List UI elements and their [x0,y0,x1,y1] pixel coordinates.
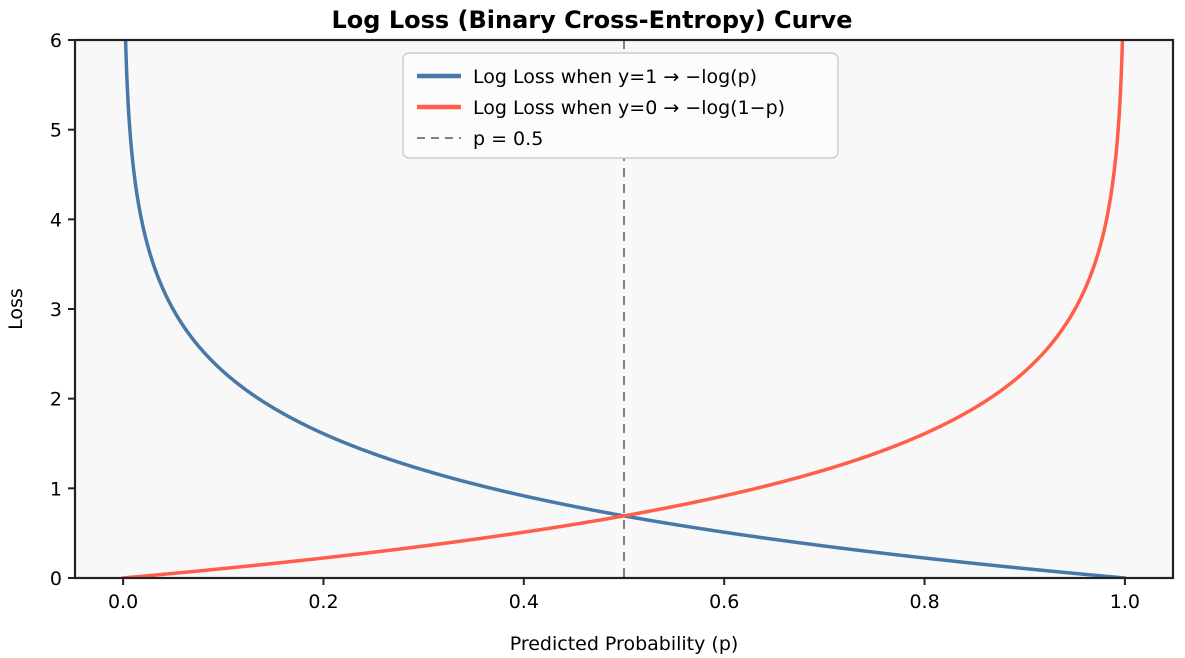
x-tick-label: 1.0 [1110,591,1140,613]
x-tick-label: 0.2 [308,591,338,613]
x-tick-label: 0.6 [709,591,739,613]
y-tick-label: 0 [50,568,62,590]
data-series [121,40,1127,578]
y-tick-label: 5 [50,120,62,142]
series-line-2 [121,40,1125,578]
y-axis-ticks: 0 1 2 3 4 5 6 [50,30,75,590]
x-axis-label: Predicted Probability (p) [510,633,739,655]
x-tick-label: 0.0 [108,591,138,613]
y-tick-label: 1 [50,478,62,500]
plot-spines [73,38,1175,580]
y-axis-label: Loss [5,288,27,330]
y-tick-label: 4 [50,209,62,231]
y-tick-label: 3 [50,299,62,321]
x-tick-label: 0.4 [509,591,539,613]
legend-box [402,52,839,159]
legend-label-1: Log Loss when y=1 → −log(p) [473,66,757,88]
chart-legend: Log Loss when y=1 → −log(p) Log Loss when… [402,52,839,159]
y-tick-label: 2 [50,389,62,411]
legend-label-2: Log Loss when y=0 → −log(1−p) [473,97,785,119]
y-tick-label: 6 [50,30,62,52]
page-title: Log Loss (Binary Cross-Entropy) Curve [332,6,853,34]
x-tick-label: 0.8 [909,591,939,613]
legend-label-3: p = 0.5 [473,128,543,150]
legend-items: Log Loss when y=1 → −log(p) Log Loss when… [417,66,785,150]
x-axis-ticks: 0.0 0.2 0.4 0.6 0.8 1.0 [108,578,1140,613]
